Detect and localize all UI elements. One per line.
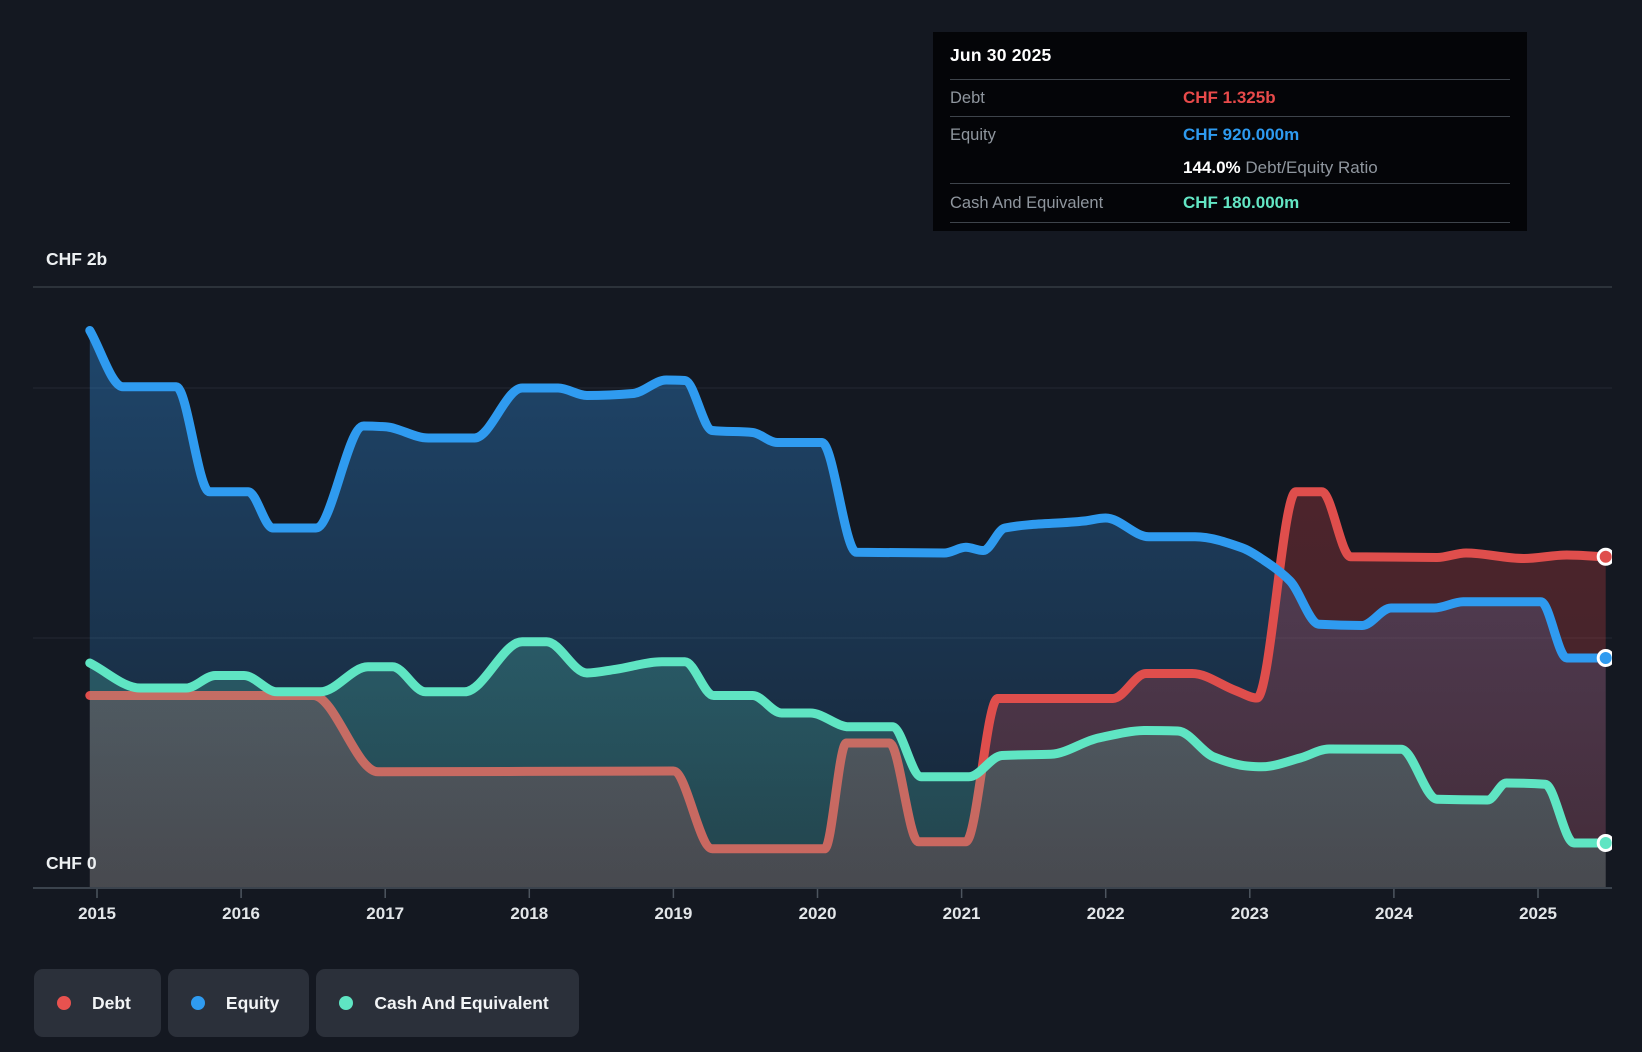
- x-tick-label: 2018: [510, 904, 548, 923]
- tooltip-value-debt: CHF 1.325b: [1183, 88, 1276, 107]
- tooltip-row-debt: Debt CHF 1.325b: [950, 79, 1510, 116]
- tooltip-date: Jun 30 2025: [950, 45, 1052, 65]
- equity-endpoint-dot[interactable]: [1596, 649, 1613, 667]
- equity-legend-dot-icon: [190, 996, 205, 1010]
- cash-line[interactable]: [85, 637, 1611, 848]
- tooltip-ratio: 144.0% Debt/Equity Ratio: [1183, 158, 1510, 178]
- x-tick-label: 2025: [1519, 904, 1557, 923]
- tooltip-label-equity: Equity: [950, 125, 996, 144]
- debt-legend-dot-icon: [57, 996, 71, 1010]
- x-tick-label: 2024: [1375, 904, 1413, 923]
- equity-line[interactable]: [85, 326, 1611, 663]
- tooltip-ratio-label: Debt/Equity Ratio: [1245, 158, 1378, 177]
- x-tick-label: 2019: [654, 904, 692, 923]
- chart-legend: Debt Equity Cash And Equivalent: [34, 969, 579, 1037]
- tooltip-label-debt: Debt: [950, 88, 985, 107]
- legend-item-debt[interactable]: Debt: [34, 969, 161, 1037]
- tooltip-ratio-value: 144.0%: [1183, 158, 1241, 177]
- x-tick-label: 2021: [943, 904, 981, 923]
- y-axis-max-label: CHF 2b: [46, 249, 107, 269]
- x-tick-label: 2020: [799, 904, 837, 923]
- cash-endpoint-dot[interactable]: [1596, 834, 1613, 852]
- x-tick-label: 2015: [78, 904, 116, 923]
- legend-item-cash-and-equivalent[interactable]: Cash And Equivalent: [316, 969, 579, 1037]
- tooltip-row-cash: Cash And Equivalent CHF 180.000m: [950, 183, 1510, 223]
- x-tick-label: 2017: [366, 904, 404, 923]
- tooltip-value-equity: CHF 920.000m: [1183, 125, 1300, 144]
- tooltip-value-cash: CHF 180.000m: [1183, 193, 1300, 212]
- cash-area-fill: [89, 641, 1606, 888]
- tooltip-row-ratio: 144.0% Debt/Equity Ratio: [950, 153, 1510, 183]
- tooltip-label-cash: Cash And Equivalent: [950, 193, 1104, 212]
- legend-label: Equity: [225, 992, 280, 1013]
- x-axis: 2015 2016 2017 2018 2019 2020 2021 2022 2023 2024…: [33, 887, 1612, 923]
- legend-label: Debt: [92, 992, 131, 1013]
- legend-label: Cash And Equivalent: [374, 992, 549, 1013]
- y-axis-zero-label: CHF 0: [46, 853, 97, 873]
- chart-tooltip: Jun 30 2025 Debt CHF 1.325b Equity CHF 9…: [933, 32, 1527, 231]
- cash-and-equivalent-legend-dot-icon: [339, 996, 354, 1010]
- x-tick-label: 2023: [1231, 904, 1269, 923]
- debt-endpoint-dot[interactable]: [1596, 547, 1613, 566]
- tooltip-row-equity: Equity CHF 920.000m: [950, 116, 1510, 153]
- x-tick-label: 2016: [222, 904, 260, 923]
- x-tick-label: 2022: [1087, 904, 1125, 923]
- legend-item-equity[interactable]: Equity: [167, 969, 310, 1037]
